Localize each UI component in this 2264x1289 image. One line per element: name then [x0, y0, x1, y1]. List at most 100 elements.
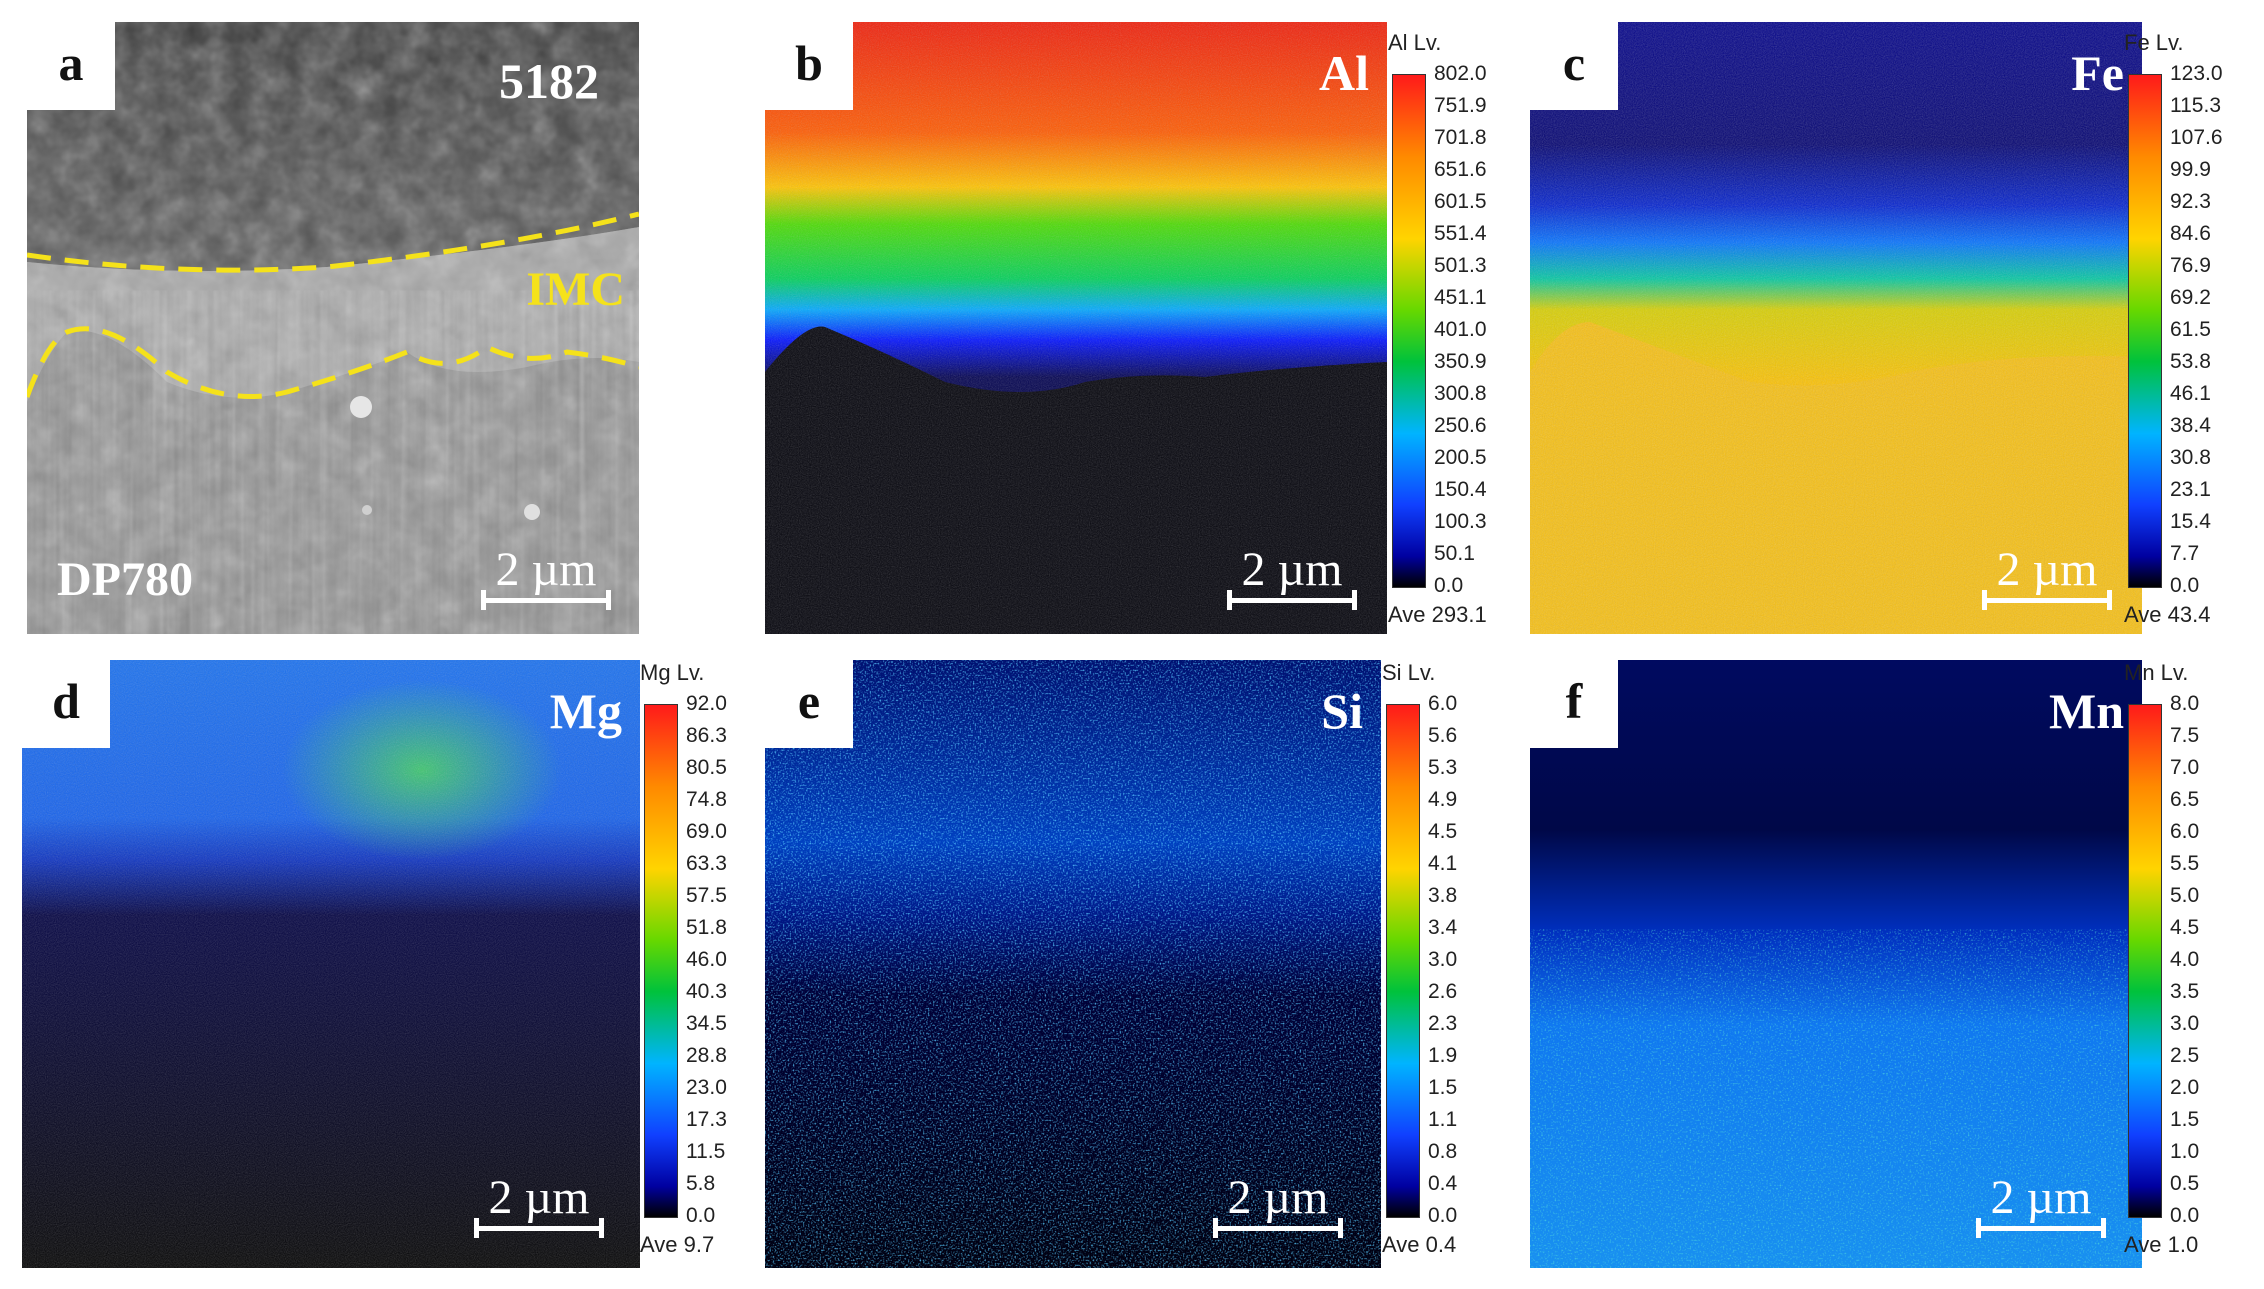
- colorbar-tick-label: 69.2: [2170, 286, 2211, 309]
- imc-boundary-bottom: [27, 326, 639, 399]
- colorbar-tick-label: 4.1: [1428, 852, 1458, 875]
- colorbar-ticks: 802.0 751.9 701.8 651.6 601.5 551.4 501.3 451.1…: [1434, 62, 1524, 597]
- panel-e-si-map: e Si 2 µm: [765, 660, 1381, 1268]
- colorbar-tick-label: 5.6: [1428, 724, 1458, 747]
- colorbar-average: Ave 1.0: [2124, 1232, 2199, 1257]
- colorbar-tick-label: 1.9: [1428, 1044, 1458, 1067]
- panel-letter-box: d: [22, 660, 110, 748]
- colorbar-tick-label: 0.5: [2170, 1172, 2200, 1195]
- imc-boundary-top: [27, 211, 639, 273]
- panel-d-mg-map: d Mg 2 µm: [22, 660, 640, 1268]
- colorbar-tick-label: 51.8: [686, 916, 727, 939]
- colorbar-tick-label: 2.5: [2170, 1044, 2200, 1067]
- colorbar-gradient: [644, 704, 678, 1218]
- colorbar-tick-label: 751.9: [1434, 94, 1487, 117]
- scale-line: [1982, 590, 2112, 610]
- colorbar-tick-label: 5.5: [2170, 852, 2200, 875]
- colorbar-ticks: 6.0 5.6 5.3 4.9 4.5 4.1 3.8 3.4 3.0 2.6 2.3 1.9 1.5 1…: [1428, 692, 1518, 1227]
- colorbar-ticks: 8.0 7.5 7.0 6.5 6.0 5.5 5.0 4.5 4.0 3.5 3.0 2.5 2.0 1…: [2170, 692, 2260, 1227]
- colorbar-average: Ave 9.7: [640, 1232, 715, 1257]
- panel-letter: a: [58, 35, 84, 91]
- colorbar-tick-label: 99.9: [2170, 158, 2211, 181]
- colorbar-tick-label: 100.3: [1434, 510, 1487, 533]
- colorbar-tick-label: 300.8: [1434, 382, 1487, 405]
- sem-image: [27, 22, 639, 634]
- colorbar-tick-label: 57.5: [686, 884, 727, 907]
- scale-label: 2 µm: [1241, 543, 1343, 596]
- colorbar-tick-label: 4.5: [1428, 820, 1458, 843]
- colorbar-tick-label: 123.0: [2170, 62, 2223, 85]
- scale-label: 2 µm: [495, 543, 597, 596]
- element-label: Si: [1321, 683, 1363, 739]
- panel-letter: b: [795, 35, 823, 91]
- imc-label: IMC: [526, 263, 625, 316]
- colorbar-tick-label: 601.5: [1434, 190, 1487, 213]
- colorbar-tick-label: 7.7: [2170, 542, 2200, 565]
- colorbar-tick-label: 3.5: [2170, 980, 2200, 1003]
- element-label: Mg: [549, 683, 622, 739]
- element-label: Fe: [2071, 45, 2124, 101]
- colorbar-tick-label: 0.4: [1428, 1172, 1458, 1195]
- panel-letter-box: a: [27, 22, 115, 110]
- colorbar-tick-label: 23.0: [686, 1076, 727, 1099]
- colorbar-tick-label: 200.5: [1434, 446, 1487, 469]
- scale-bar: 2 µm: [1227, 542, 1357, 610]
- colorbar-tick-label: 3.8: [1428, 884, 1458, 907]
- colorbar-title: Al Lv.: [1388, 30, 1442, 55]
- alloy-label-5182: 5182: [499, 53, 599, 109]
- colorbar-tick-label: 6.5: [2170, 788, 2200, 811]
- panel-letter-box: b: [765, 22, 853, 110]
- si-map: [765, 660, 1381, 1268]
- steel-label-dp780: DP780: [57, 553, 193, 606]
- colorbar-tick-label: 7.0: [2170, 756, 2200, 779]
- colorbar-gradient: [1386, 704, 1420, 1218]
- colorbar-ticks: 123.0 115.3 107.6 99.9 92.3 84.6 76.9 69.2 61.5 5…: [2170, 62, 2260, 597]
- al-map: [765, 22, 1387, 634]
- colorbar-average: Ave 43.4: [2124, 602, 2211, 627]
- colorbar-tick-label: 3.4: [1428, 916, 1458, 939]
- colorbar-tick-label: 6.0: [2170, 820, 2200, 843]
- scale-label: 2 µm: [1227, 1171, 1329, 1224]
- colorbar-tick-label: 150.4: [1434, 478, 1487, 501]
- scale-label: 2 µm: [488, 1171, 590, 1224]
- colorbar-tick-label: 53.8: [2170, 350, 2211, 373]
- colorbar-tick-label: 1.1: [1428, 1108, 1458, 1131]
- colorbar-tick-label: 92.3: [2170, 190, 2211, 213]
- colorbar-tick-label: 802.0: [1434, 62, 1487, 85]
- colorbar-tick-label: 63.3: [686, 852, 727, 875]
- colorbar-gradient: [1392, 74, 1426, 588]
- colorbar-tick-label: 46.1: [2170, 382, 2211, 405]
- colorbar-tick-label: 401.0: [1434, 318, 1487, 341]
- panel-letter: c: [1562, 35, 1586, 91]
- colorbar-tick-label: 0.8: [1428, 1140, 1458, 1163]
- colorbar-title: Si Lv.: [1382, 660, 1436, 685]
- colorbar-tick-label: 250.6: [1434, 414, 1487, 437]
- colorbar-tick-label: 4.0: [2170, 948, 2200, 971]
- scale-label: 2 µm: [1990, 1171, 2092, 1224]
- colorbar-tick-label: 3.0: [2170, 1012, 2200, 1035]
- colorbar-fe: Fe Lv. 123.0 115.3 107.6 99.9 92.3 84.6 76.9 69…: [2124, 30, 2264, 630]
- colorbar-tick-label: 0.0: [2170, 574, 2200, 597]
- colorbar-title: Mg Lv.: [640, 660, 705, 685]
- scale-label: 2 µm: [1996, 543, 2098, 596]
- colorbar-tick-label: 701.8: [1434, 126, 1487, 149]
- element-label: Mn: [2049, 683, 2124, 739]
- colorbar-tick-label: 92.0: [686, 692, 727, 715]
- colorbar-tick-label: 2.3: [1428, 1012, 1458, 1035]
- scale-line: [474, 1218, 604, 1238]
- scale-bar: 2 µm: [1213, 1170, 1343, 1238]
- colorbar-tick-label: 86.3: [686, 724, 727, 747]
- colorbar-tick-label: 50.1: [1434, 542, 1475, 565]
- colorbar-mg: Mg Lv. 92.0 86.3 80.5 74.8 69.0 63.3 57.5 51.8 4…: [640, 660, 780, 1260]
- colorbar-tick-label: 2.6: [1428, 980, 1458, 1003]
- colorbar-average: Ave 293.1: [1388, 602, 1487, 627]
- scale-line: [1227, 590, 1357, 610]
- panel-b-al-map: b Al 2 µm: [765, 22, 1387, 634]
- colorbar-tick-label: 11.5: [686, 1140, 726, 1163]
- colorbar-tick-label: 34.5: [686, 1012, 727, 1035]
- panel-a-sem-image: a 5182 IMC DP780 2 µm: [27, 22, 639, 634]
- scale-line: [1213, 1218, 1343, 1238]
- colorbar-title: Mn Lv.: [2124, 660, 2189, 685]
- panel-letter-box: f: [1530, 660, 1618, 748]
- colorbar-tick-label: 0.0: [1428, 1204, 1458, 1227]
